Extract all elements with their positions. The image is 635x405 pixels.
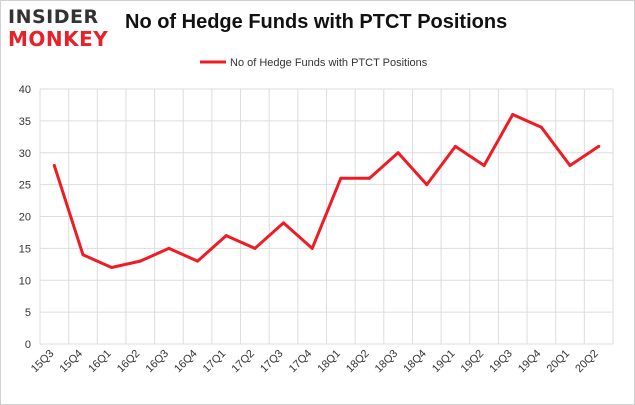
data-point	[511, 113, 515, 116]
data-point	[138, 259, 142, 263]
x-tick-label: 17Q1	[201, 348, 229, 376]
data-point	[52, 164, 56, 167]
logo-line-2: MONKEY	[8, 27, 109, 51]
x-tick-label: 17Q3	[258, 348, 286, 376]
data-point	[224, 234, 228, 238]
x-tick-label: 19Q3	[487, 348, 515, 376]
x-tick-label: 19Q2	[459, 348, 487, 376]
data-point	[482, 164, 486, 167]
data-point	[81, 253, 85, 257]
y-tick-label: 20	[19, 212, 31, 224]
x-tick-label: 18Q1	[315, 348, 343, 376]
data-point	[539, 125, 543, 129]
chart-title: No of Hedge Funds with PTCT Positions	[125, 11, 508, 33]
y-tick-label: 10	[19, 275, 31, 287]
data-point	[453, 144, 457, 148]
x-tick-label: 20Q2	[573, 348, 601, 376]
x-tick-label: 17Q2	[229, 348, 257, 376]
series-line	[52, 113, 601, 269]
x-tick-label: 18Q2	[344, 348, 372, 376]
data-point	[396, 151, 400, 155]
x-tick-label: 16Q2	[115, 348, 143, 376]
x-tick-label: 18Q3	[373, 348, 401, 376]
y-tick-label: 35	[19, 116, 31, 128]
y-tick-label: 40	[19, 84, 31, 96]
data-point	[167, 246, 171, 250]
x-tick-label: 19Q1	[430, 348, 458, 376]
data-point	[597, 144, 601, 148]
x-tick-label: 19Q4	[516, 348, 544, 376]
x-tick-label: 16Q3	[144, 348, 172, 376]
x-tick-label: 18Q4	[401, 348, 429, 376]
data-point	[196, 259, 200, 263]
x-tick-label: 17Q4	[287, 348, 315, 376]
x-tick-label: 15Q4	[58, 348, 86, 376]
x-tick-label: 16Q4	[172, 348, 200, 376]
y-tick-label: 15	[19, 243, 31, 255]
x-tick-label: 16Q1	[86, 348, 114, 376]
data-point	[367, 176, 371, 180]
y-tick-label: 5	[25, 307, 31, 319]
y-tick-label: 0	[25, 339, 31, 351]
data-point	[310, 246, 314, 250]
legend-label: No of Hedge Funds with PTCT Positions	[230, 57, 428, 69]
data-point	[568, 164, 572, 167]
data-point	[339, 176, 343, 180]
data-point	[282, 221, 286, 225]
data-point	[110, 266, 114, 269]
x-tick-label: 20Q1	[545, 348, 573, 376]
y-tick-label: 25	[19, 180, 31, 192]
y-tick-label: 30	[19, 148, 31, 160]
logo-line-1: INSIDER	[8, 6, 99, 28]
x-tick-label: 15Q3	[29, 348, 57, 376]
data-point	[253, 246, 257, 250]
insider-monkey-logo: INSIDER MONKEY	[8, 6, 118, 54]
data-point	[425, 183, 429, 187]
